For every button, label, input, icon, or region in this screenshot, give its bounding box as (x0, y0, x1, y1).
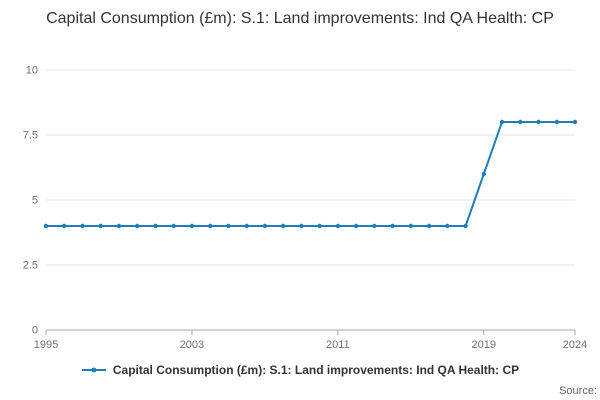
svg-text:10: 10 (26, 65, 38, 77)
svg-text:1995: 1995 (34, 339, 58, 351)
legend-label: Capital Consumption (£m): S.1: Land impr… (112, 363, 520, 377)
svg-text:0: 0 (32, 325, 38, 337)
legend-line-icon (81, 367, 106, 373)
svg-text:2024: 2024 (563, 339, 587, 351)
svg-text:2.5: 2.5 (23, 260, 38, 272)
svg-text:7.5: 7.5 (23, 130, 38, 142)
svg-text:5: 5 (32, 195, 38, 207)
chart-plot-area: 0 2.5 5 7.5 10 1995 2003 2011 2019 2024 (23, 65, 588, 352)
legend: Capital Consumption (£m): S.1: Land impr… (0, 363, 600, 377)
chart-title: Capital Consumption (£m): S.1: Land impr… (46, 10, 554, 27)
source-label: Source: (559, 385, 597, 397)
svg-text:2019: 2019 (472, 339, 496, 351)
svg-text:2003: 2003 (180, 339, 204, 351)
svg-text:2011: 2011 (326, 339, 350, 351)
